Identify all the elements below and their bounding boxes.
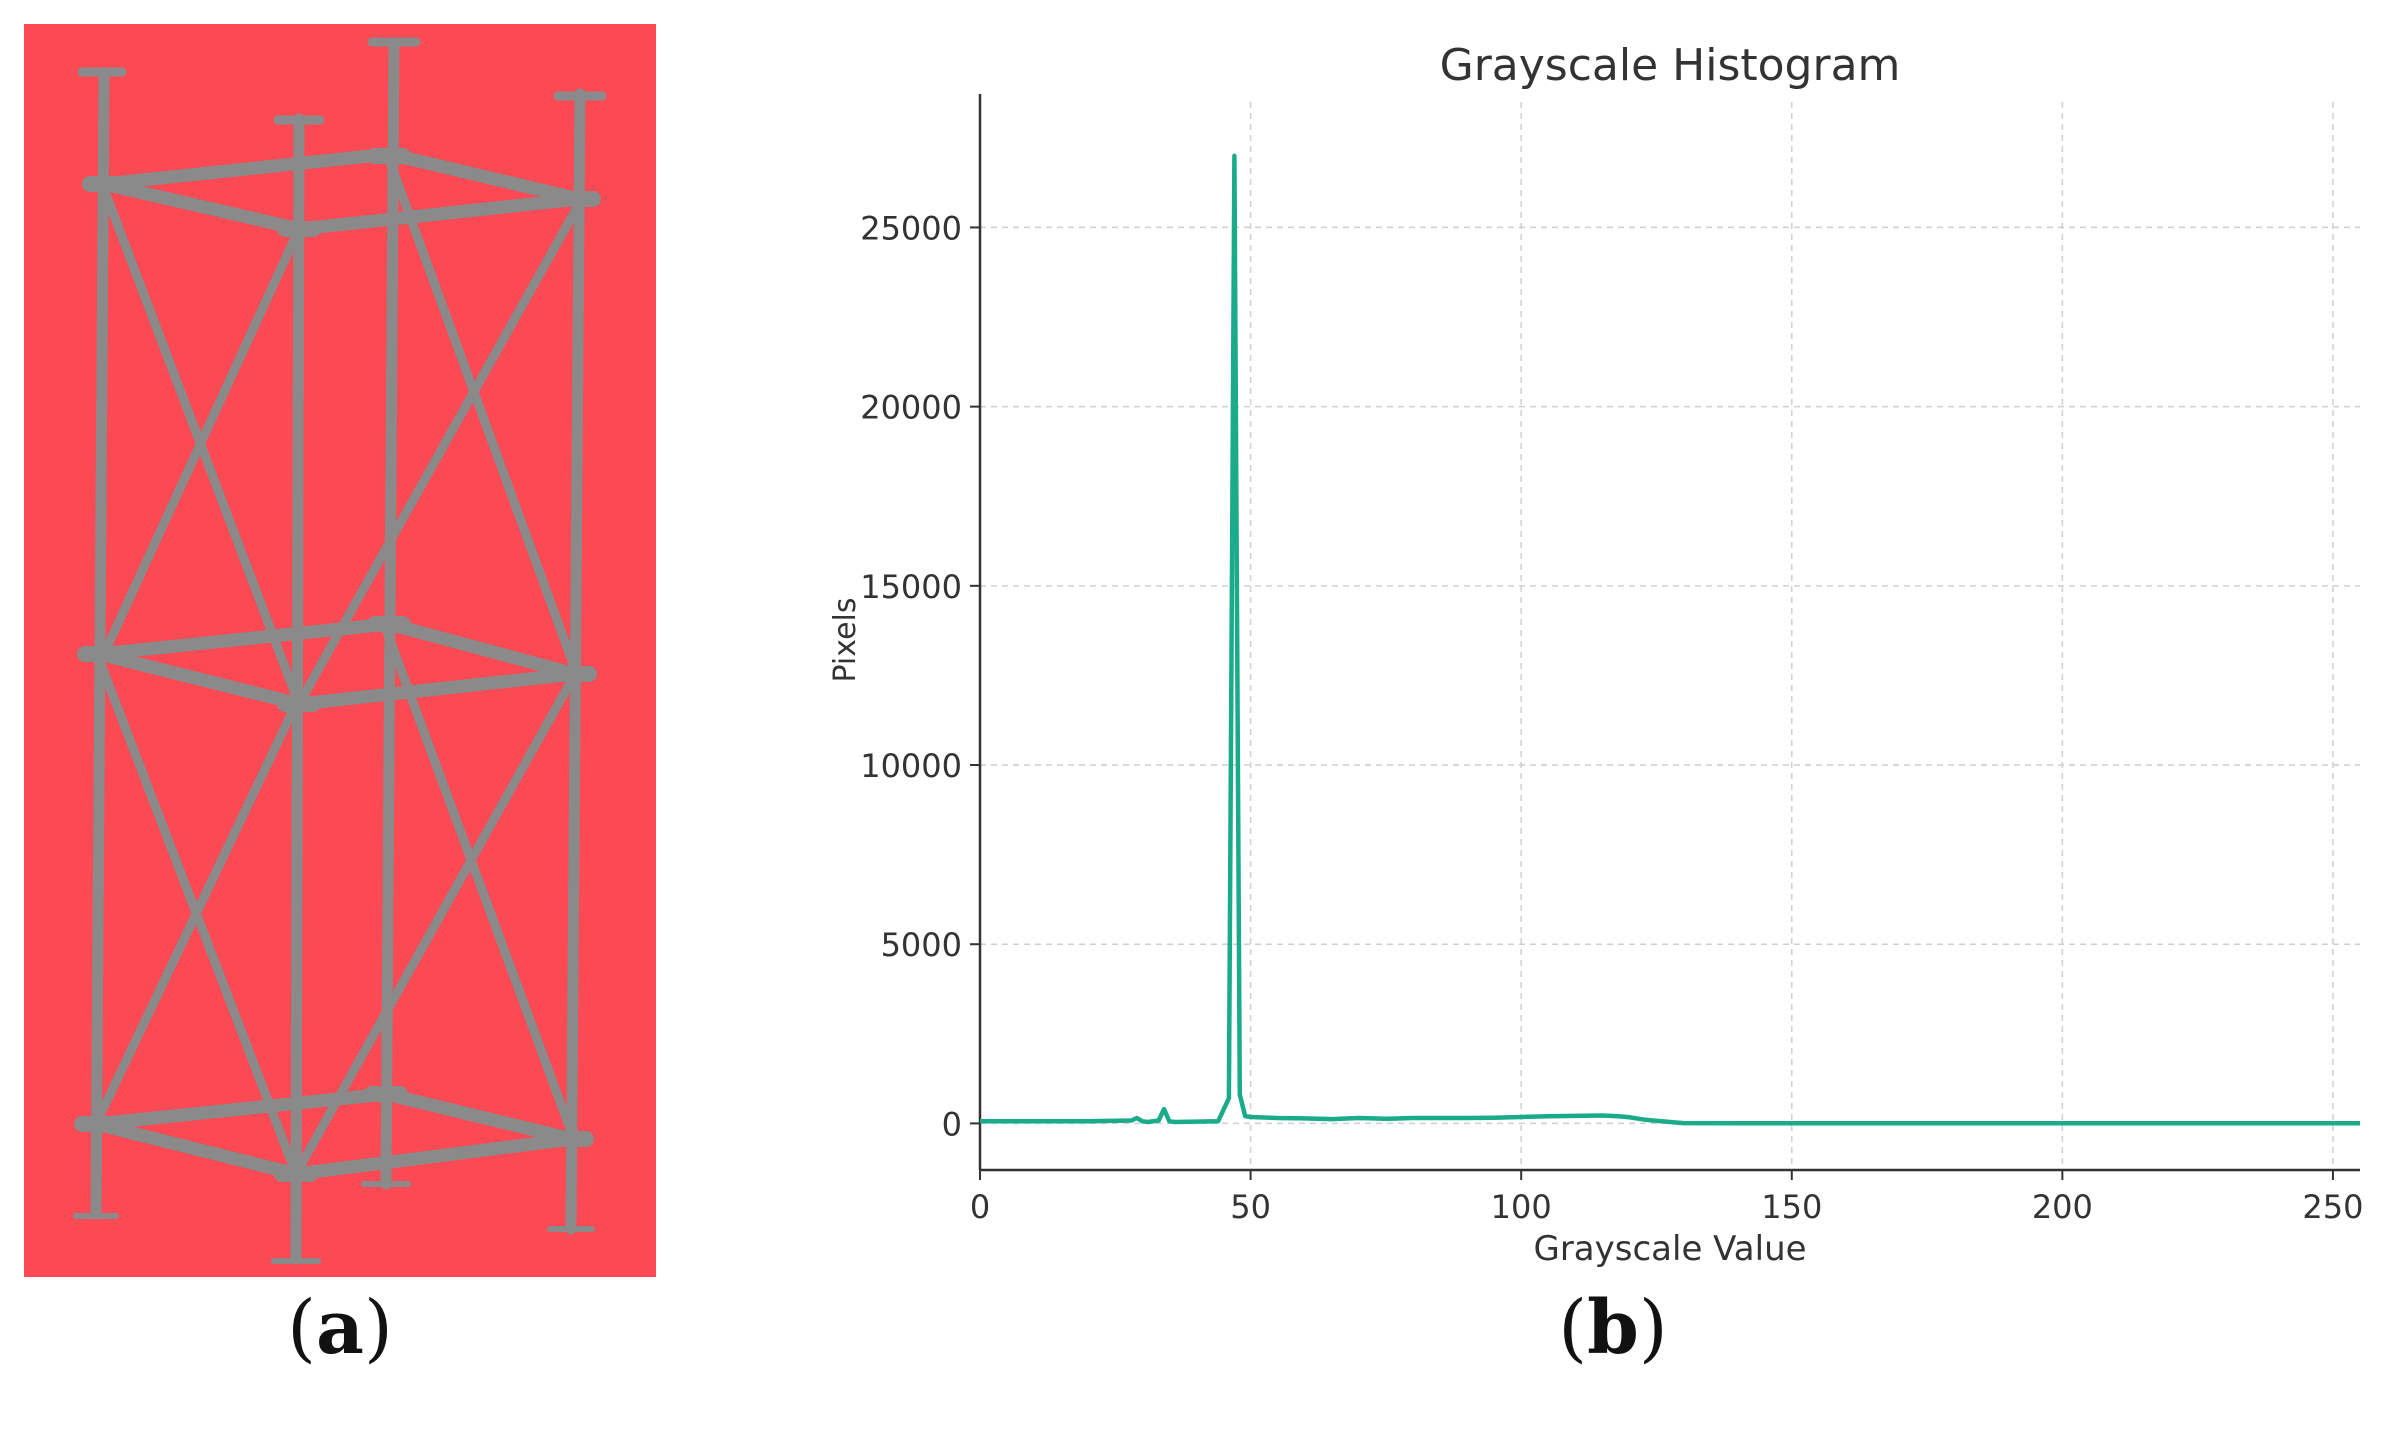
x-tick-label: 150 (1761, 1188, 1822, 1226)
x-tick-label: 100 (1491, 1188, 1552, 1226)
scaffold-braces (91, 154, 584, 1179)
x-tick-label: 50 (1230, 1188, 1271, 1226)
x-tick-label: 250 (2302, 1188, 2363, 1226)
y-tick-label: 0 (942, 1105, 962, 1143)
y-tick-label: 25000 (860, 209, 962, 247)
scaffold-caps (77, 37, 607, 125)
scaffold-photo (24, 24, 656, 1277)
x-tick-label: 0 (970, 1188, 990, 1226)
histogram-chart: Grayscale Histogram 05000100001500020000… (828, 40, 2363, 1269)
y-tick-label: 20000 (860, 389, 962, 427)
y-tick-label: 10000 (860, 747, 962, 785)
chart-axes (978, 94, 2360, 1172)
panel-label-a: (a) (287, 1285, 393, 1371)
x-tick-label: 200 (2032, 1188, 2093, 1226)
chart-grid (979, 102, 2360, 1170)
x-axis-label: Grayscale Value (1533, 1229, 1806, 1269)
panel-label-b: (b) (1558, 1285, 1668, 1371)
x-axis-ticks: 0 50 100 150 200 250 (970, 1170, 2363, 1226)
scaffold-base-plates (73, 1181, 595, 1264)
y-tick-label: 15000 (860, 568, 962, 606)
histogram-line (980, 153, 2360, 1126)
chart-title: Grayscale Histogram (1440, 40, 1901, 91)
y-tick-label: 5000 (881, 926, 962, 964)
y-axis-label: Pixels (828, 597, 863, 682)
y-axis-ticks: 0 5000 10000 15000 20000 25000 (860, 209, 980, 1143)
scaffold-nodes (74, 148, 601, 1182)
scaffold-tower (73, 37, 607, 1265)
